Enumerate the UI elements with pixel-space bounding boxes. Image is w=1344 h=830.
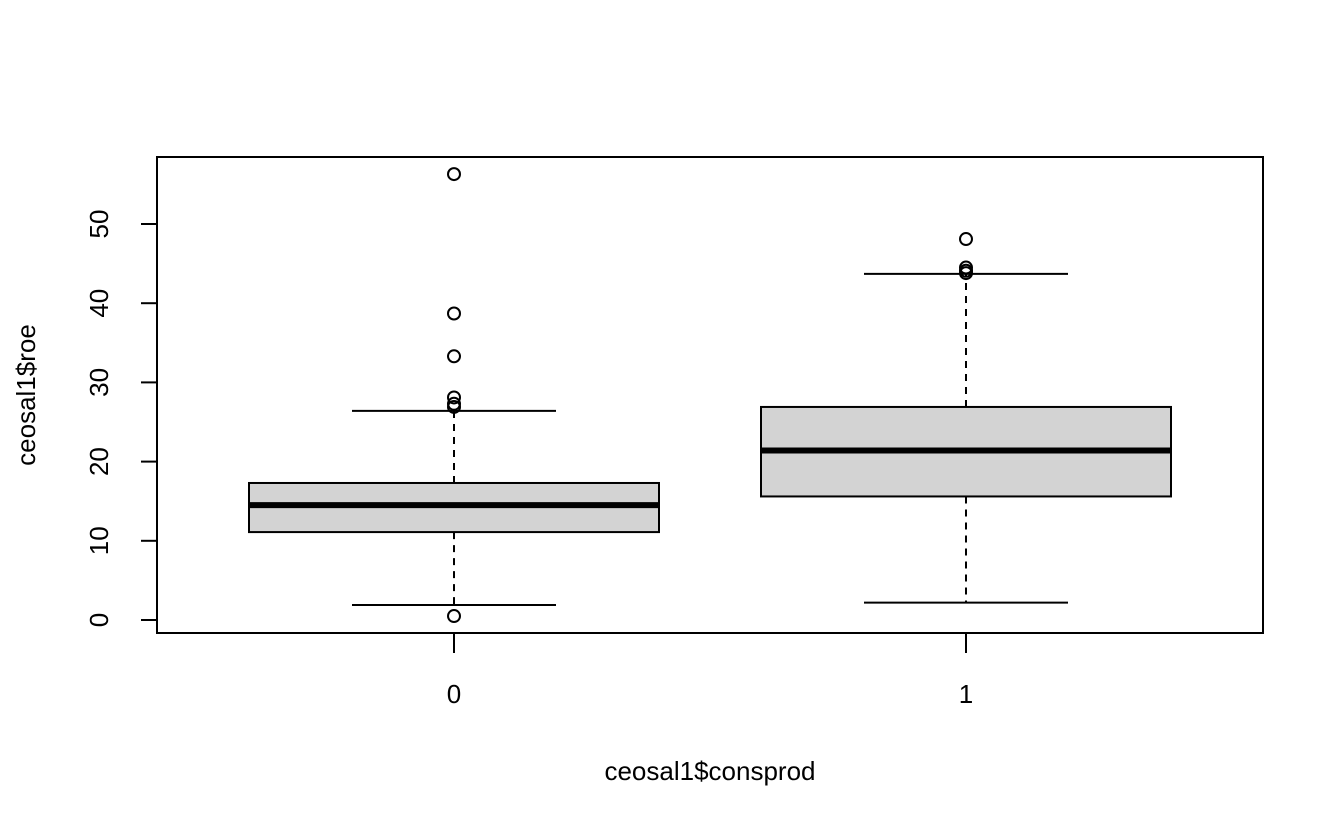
y-axis: 0 10 20 30 40 50 [84, 210, 158, 627]
y-tick-label: 10 [84, 526, 114, 555]
outlier-point [447, 396, 461, 411]
outlier-point [447, 306, 461, 321]
outlier-point [447, 349, 461, 364]
y-axis-title: ceosal1$roe [11, 324, 41, 466]
outlier-point [959, 232, 973, 247]
boxes-layer [248, 167, 1172, 624]
outlier-point [447, 390, 461, 405]
y-tick-label: 40 [84, 289, 114, 318]
y-tick-label: 50 [84, 210, 114, 239]
outlier-point [447, 609, 461, 624]
y-tick-label: 30 [84, 368, 114, 397]
outlier-point [959, 260, 973, 275]
box-group-0 [248, 167, 660, 624]
y-tick-label: 20 [84, 447, 114, 476]
x-tick-label: 0 [447, 679, 461, 709]
x-tick-label: 1 [959, 679, 973, 709]
plot-frame [156, 156, 1264, 634]
y-tick-label: 0 [84, 613, 114, 627]
outlier-point [447, 167, 461, 182]
box-group-1 [760, 232, 1172, 604]
x-axis-title: ceosal1$consprod [604, 756, 815, 786]
